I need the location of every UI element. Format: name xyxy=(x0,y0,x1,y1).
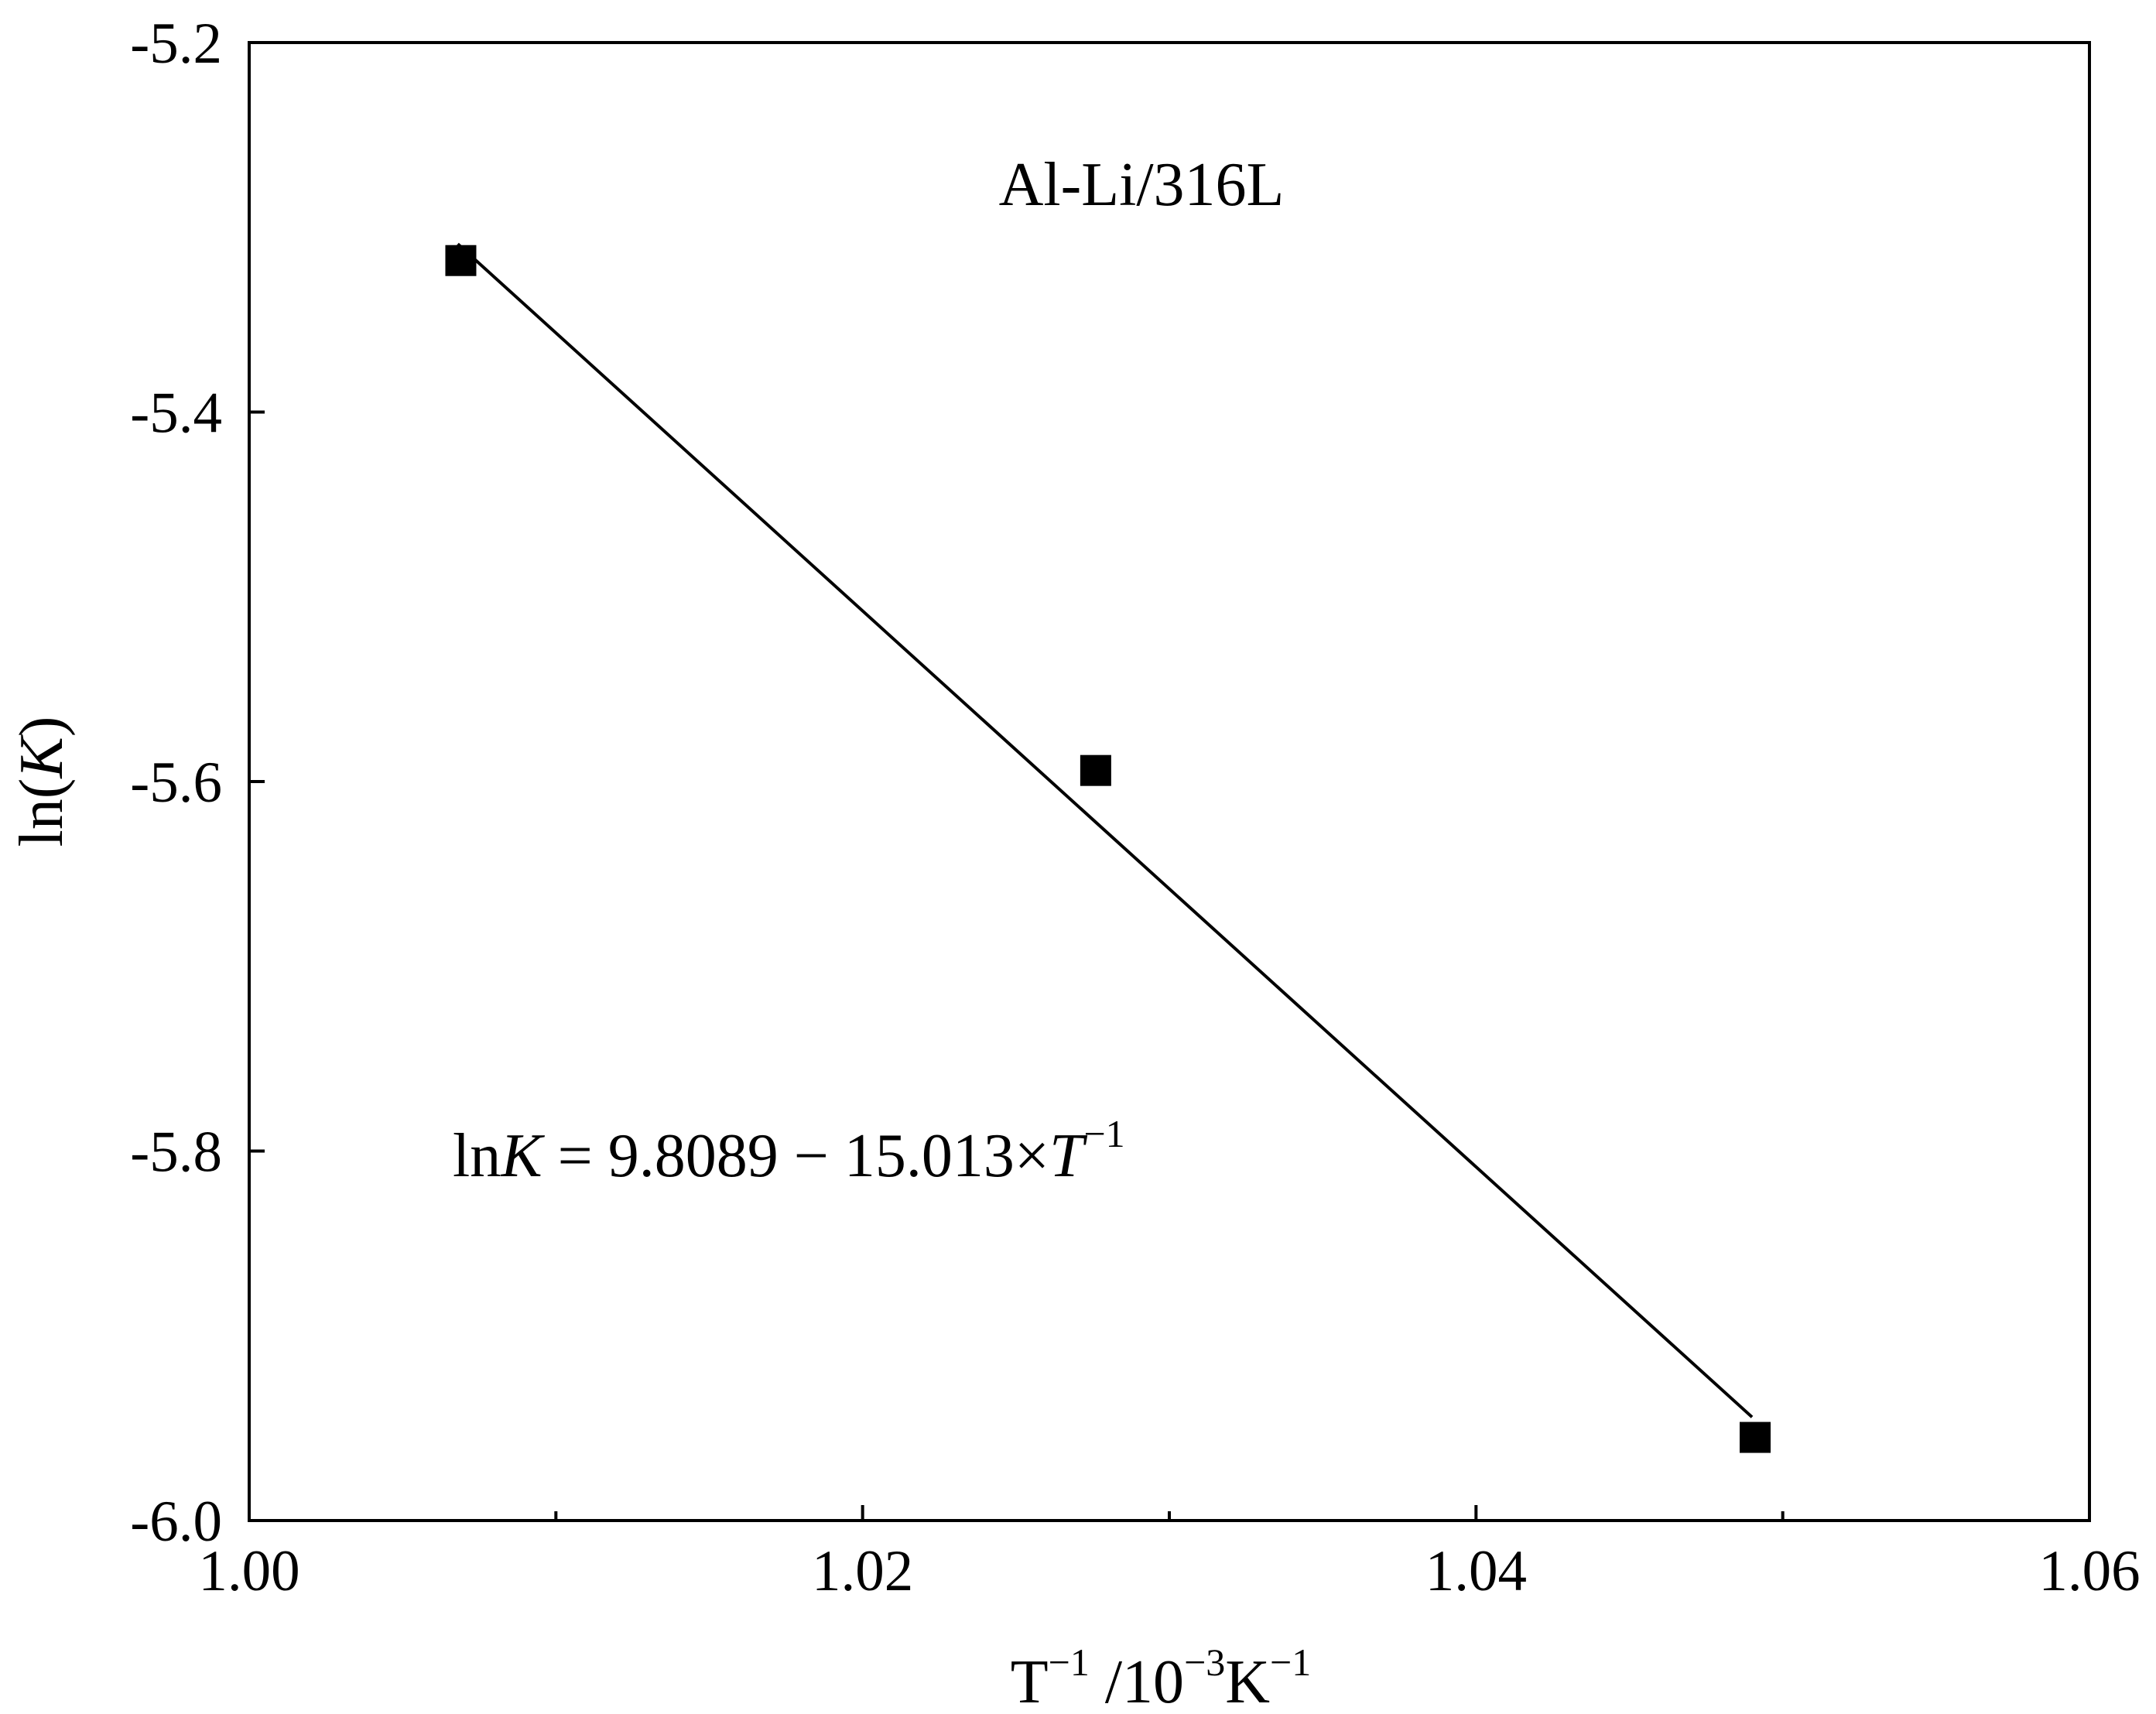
equation-middle: = 9.8089 − 15.013× xyxy=(542,1122,1049,1190)
y-title-prefix: ln( xyxy=(8,778,76,847)
y-tick-label: -5.4 xyxy=(130,381,222,446)
y-tick-label: -5.8 xyxy=(130,1120,222,1185)
x-title-sup1: −1 xyxy=(1049,1640,1090,1684)
equation-var-t: T xyxy=(1049,1122,1088,1190)
x-tick-label: 1.02 xyxy=(812,1539,913,1603)
y-title-suffix: ) xyxy=(8,717,76,737)
equation-prefix: ln xyxy=(453,1122,501,1190)
x-axis-title: T−1 /10−3K−1 xyxy=(1011,1640,1312,1714)
panel-label: Al-Li/316L xyxy=(999,151,1285,219)
equation-annotation: lnK = 9.8089 − 15.013×T−1 xyxy=(453,1112,1125,1190)
x-title-sup2: −3 xyxy=(1184,1640,1225,1684)
data-point xyxy=(1080,754,1111,786)
fit-line xyxy=(457,242,1754,1418)
x-title-sup3: −1 xyxy=(1270,1640,1311,1684)
y-tick-label: -5.2 xyxy=(130,12,222,76)
y-tick-label: -6.0 xyxy=(130,1490,222,1554)
x-tick-label: 1.04 xyxy=(1425,1539,1527,1603)
x-title-middle: /10 xyxy=(1090,1648,1184,1714)
x-title-unit: K xyxy=(1225,1648,1270,1714)
equation-superscript: −1 xyxy=(1083,1112,1124,1155)
ticks-layer: 1.00 1.02 1.04 1.06 -6.0 -5.8 -5.6 -5.4 -5.2 xyxy=(130,12,2140,1603)
plot-layer xyxy=(445,242,1771,1453)
x-title-base: T xyxy=(1011,1648,1049,1714)
data-point xyxy=(445,245,477,276)
y-tick-label: -5.6 xyxy=(130,751,222,815)
y-title-var: K xyxy=(8,734,76,779)
data-point xyxy=(1739,1421,1771,1453)
x-tick-label: 1.06 xyxy=(2038,1539,2140,1603)
x-tick-label: 1.00 xyxy=(198,1539,299,1603)
y-axis-title: ln(K) xyxy=(8,717,76,847)
equation-var-k: K xyxy=(500,1122,545,1190)
